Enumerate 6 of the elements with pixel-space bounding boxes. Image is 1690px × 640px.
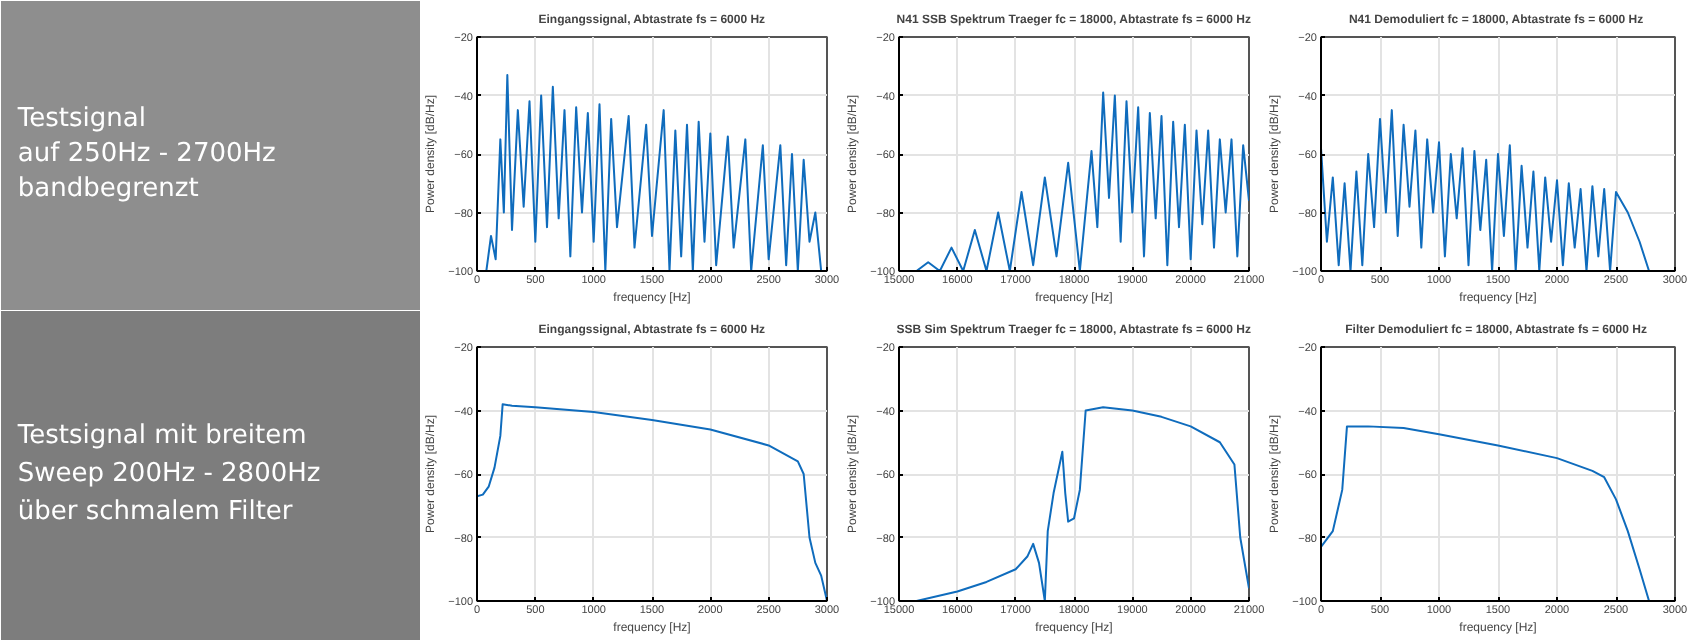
text: Sweep 200Hz - 2800Hz xyxy=(17,459,321,489)
text: Testsignal mit breitem xyxy=(15,420,307,451)
text: bandbegrenzt xyxy=(17,174,199,205)
text: Testsignal xyxy=(15,103,146,134)
text: auf 250Hz - 2700Hz xyxy=(17,139,277,169)
text: über schmalem Filter xyxy=(17,497,294,528)
